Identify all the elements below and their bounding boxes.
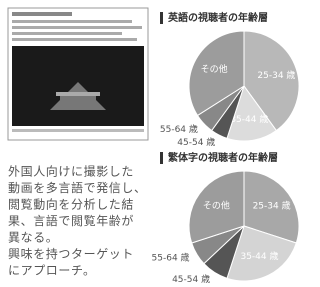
slice-label: 55-64 歳 <box>152 252 190 264</box>
slice-label: 35-44 歳 <box>240 250 278 262</box>
page: 外国人向けに撮影した動画を多言語で発信し、閲覧動向を分析した結果、言語で閲覧年齢… <box>0 0 317 287</box>
paragraph-line: 動画を多言語で発信し、 <box>8 180 147 195</box>
paragraph-line: 異なる。 <box>8 231 58 245</box>
chart-title: 英語の視聴者の年齢層 <box>167 11 268 24</box>
slice-label: 35-44 歳 <box>230 113 268 125</box>
paragraph: 外国人向けに撮影した動画を多言語で発信し、閲覧動向を分析した結果、言語で閲覧年齢… <box>8 164 147 278</box>
paragraph-line: 閲覧動向を分析した結 <box>8 197 134 212</box>
title-bar <box>160 152 163 164</box>
paragraph-line: にアプローチ。 <box>8 264 96 278</box>
paragraph-line: 興味を持つターゲット <box>8 246 134 261</box>
slice-label: 45-54 歳 <box>172 273 210 285</box>
title-bar <box>160 12 163 24</box>
slice-label: 25-34 歳 <box>257 69 295 81</box>
slice-label: その他 <box>201 63 228 75</box>
slice-label: その他 <box>203 199 230 211</box>
slice-label: 45-54 歳 <box>177 136 215 148</box>
paragraph-line: 果、言語で閲覧年齢が <box>8 213 134 228</box>
slice-label: 55-64 歳 <box>160 123 198 135</box>
screenshot <box>8 8 148 140</box>
paragraph-line: 外国人向けに撮影した <box>8 164 134 179</box>
chart-title: 繁体字の視聴者の年齢層 <box>167 151 278 164</box>
slice-label: 25-34 歳 <box>253 199 291 211</box>
